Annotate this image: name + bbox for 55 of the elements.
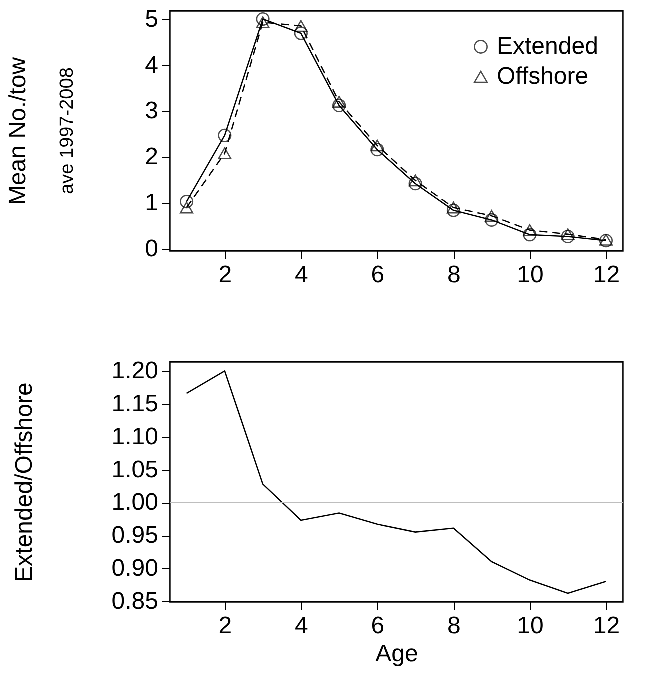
x-tick-label: 6 (371, 262, 385, 288)
y-tick-label: 1.05 (112, 456, 158, 484)
point (523, 228, 537, 242)
y-tick-label: 4 (145, 52, 158, 79)
y-tick-label: 1.15 (112, 390, 158, 418)
x-tick-label: 8 (448, 262, 461, 288)
text: ave 1997-2008 (57, 68, 78, 194)
x-tick-label: 12 (593, 262, 620, 288)
point (561, 230, 575, 244)
x-tick-label: 4 (294, 262, 308, 288)
point (408, 177, 422, 191)
x-tick-label: 10 (517, 612, 544, 640)
point (294, 20, 308, 32)
point (446, 202, 460, 214)
x-tick-label: 6 (371, 612, 385, 640)
y-tick-label: 1 (145, 190, 158, 217)
x-tick-label: 12 (593, 612, 620, 640)
point (332, 98, 346, 112)
point (523, 224, 537, 236)
point (370, 140, 384, 152)
point (294, 26, 308, 40)
y-axis-title: Extended/Offshore (10, 382, 38, 582)
y-axis-title: Mean No./tow (4, 56, 32, 206)
y-tick-label: 1.00 (112, 489, 158, 516)
y-tick-label: 1.20 (112, 358, 158, 385)
point (446, 204, 460, 218)
point (370, 143, 384, 157)
x-tick-label: 4 (294, 612, 308, 640)
y-tick-label: 1.10 (112, 423, 158, 450)
line-series (186, 370, 607, 594)
point (180, 202, 194, 214)
x-tick-label: 8 (448, 612, 461, 640)
y-tick-label: 3 (145, 98, 158, 125)
x-tick-label: 10 (517, 262, 544, 288)
point (561, 228, 575, 240)
point (218, 128, 232, 142)
x-tick-label: 2 (218, 262, 232, 288)
point (332, 96, 346, 108)
legend-label: Extended (497, 33, 598, 60)
y-tick-label: 2 (145, 144, 158, 171)
x-tick-label: 2 (218, 612, 232, 640)
y-tick-label: 0 (145, 236, 158, 263)
y-tick-label: 0.95 (112, 522, 158, 550)
x-axis-title: Age (376, 640, 418, 668)
point (485, 210, 499, 222)
y-tick-label: 5 (145, 6, 158, 33)
y-tick-label: 0.90 (112, 554, 158, 582)
point (256, 16, 270, 28)
point (408, 174, 422, 187)
point (256, 12, 270, 26)
point (218, 148, 232, 160)
y-tick-label: 0.85 (112, 588, 158, 615)
point (485, 213, 499, 227)
legend-label: Offshore (497, 63, 589, 90)
point (180, 195, 194, 209)
